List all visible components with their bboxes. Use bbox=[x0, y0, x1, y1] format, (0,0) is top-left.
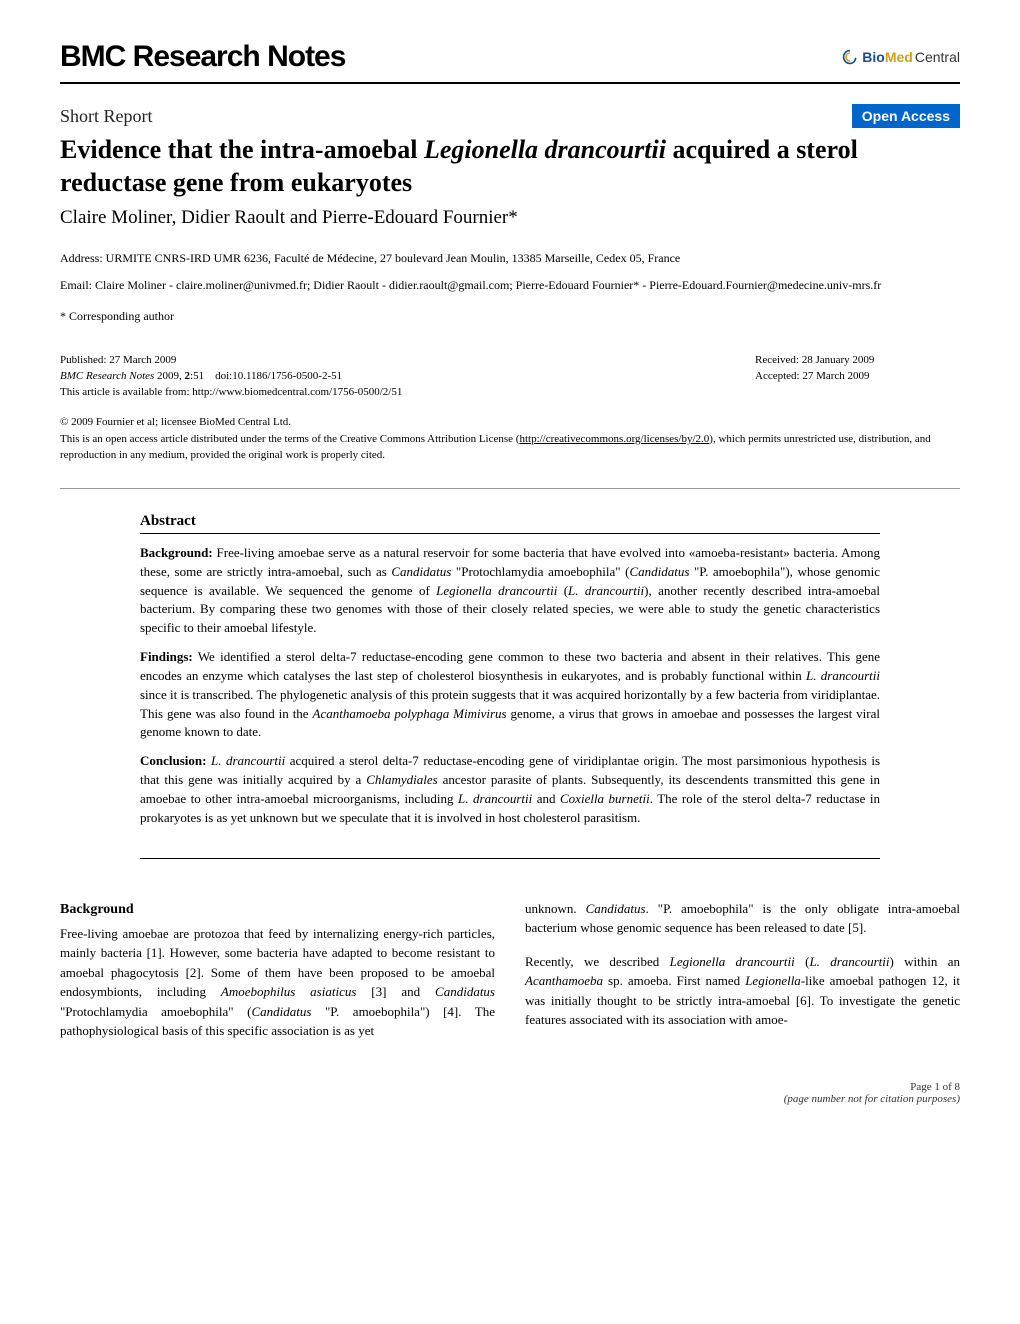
license-block: © 2009 Fournier et al; licensee BioMed C… bbox=[60, 414, 960, 489]
page-footer: Page 1 of 8 (page number not for citatio… bbox=[60, 1081, 960, 1105]
title-row: Short Report Open Access bbox=[60, 104, 960, 128]
logo-central: Central bbox=[915, 49, 960, 65]
open-access-badge: Open Access bbox=[852, 104, 960, 128]
article-type: Short Report bbox=[60, 106, 153, 127]
col1-p1: Free-living amoebae are protozoa that fe… bbox=[60, 924, 495, 1041]
journal-header: BMC Research Notes BioMed Central bbox=[60, 40, 960, 84]
abstract-background: Background: Free-living amoebae serve as… bbox=[140, 544, 880, 638]
abstract-heading: Abstract bbox=[140, 513, 880, 534]
logo-bio: Bio bbox=[862, 49, 885, 65]
col2-p2: Recently, we described Legionella dranco… bbox=[525, 952, 960, 1030]
corresponding-author: * Corresponding author bbox=[60, 309, 960, 324]
column-left: Background Free-living amoebae are proto… bbox=[60, 899, 495, 1041]
page-number: Page 1 of 8 bbox=[60, 1081, 960, 1093]
pub-left: Published: 27 March 2009 BMC Research No… bbox=[60, 354, 555, 408]
published-date: Published: 27 March 2009 bbox=[60, 354, 555, 366]
abstract: Abstract Background: Free-living amoebae… bbox=[140, 513, 880, 859]
pub-info: Published: 27 March 2009 BMC Research No… bbox=[60, 354, 960, 408]
journal-title: BMC Research Notes bbox=[60, 40, 345, 74]
citation: BMC Research Notes 2009, 2:51 doi:10.118… bbox=[60, 370, 555, 382]
accepted-date: Accepted: 27 March 2009 bbox=[755, 370, 1020, 382]
pub-right: Received: 28 January 2009 Accepted: 27 M… bbox=[755, 354, 1020, 408]
received-date: Received: 28 January 2009 bbox=[755, 354, 1020, 366]
biomed-logo: BioMed Central bbox=[842, 49, 960, 65]
article-title: Evidence that the intra-amoebal Legionel… bbox=[60, 134, 960, 199]
email-line: Email: Claire Moliner - claire.moliner@u… bbox=[60, 276, 960, 295]
abstract-findings: Findings: We identified a sterol delta-7… bbox=[140, 648, 880, 742]
background-heading: Background bbox=[60, 899, 495, 920]
body-columns: Background Free-living amoebae are proto… bbox=[60, 899, 960, 1041]
abstract-conclusion: Conclusion: L. drancourtii acquired a st… bbox=[140, 752, 880, 827]
col2-p1: unknown. Candidatus. "P. amoebophila" is… bbox=[525, 899, 960, 938]
page-note: (page number not for citation purposes) bbox=[60, 1093, 960, 1105]
address-line: Address: URMITE CNRS-IRD UMR 6236, Facul… bbox=[60, 249, 960, 268]
license-text: This is an open access article distribut… bbox=[60, 431, 960, 464]
column-right: unknown. Candidatus. "P. amoebophila" is… bbox=[525, 899, 960, 1041]
authors: Claire Moliner, Didier Raoult and Pierre… bbox=[60, 207, 960, 229]
copyright: © 2009 Fournier et al; licensee BioMed C… bbox=[60, 414, 960, 431]
biomed-swirl-icon bbox=[842, 49, 858, 65]
address-block: Address: URMITE CNRS-IRD UMR 6236, Facul… bbox=[60, 249, 960, 295]
logo-med: Med bbox=[885, 49, 913, 65]
availability: This article is available from: http://w… bbox=[60, 386, 555, 398]
